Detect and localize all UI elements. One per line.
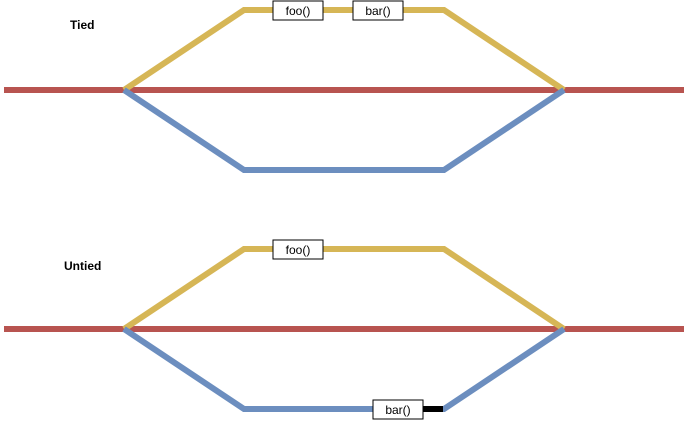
tied-foo-call-box: foo() <box>272 0 324 21</box>
untied-bar-call-box: bar() <box>372 399 424 420</box>
untied-label: Untied <box>64 259 101 273</box>
tied-label: Tied <box>70 18 94 32</box>
untied-section: Untied foo() bar() <box>4 239 684 420</box>
tied-foo-call-label: foo() <box>286 4 311 18</box>
untied-foo-call-label: foo() <box>286 243 311 257</box>
tied-upper-branch <box>122 7 566 93</box>
untied-upper-branch <box>122 246 566 332</box>
untied-foo-call-box: foo() <box>272 239 324 260</box>
tied-section: Tied foo() bar() <box>4 0 684 173</box>
untied-lower-branch <box>122 326 566 412</box>
untied-bar-call-label: bar() <box>385 403 410 417</box>
tied-lower-branch <box>122 87 566 173</box>
tied-bar-call-box: bar() <box>352 0 404 21</box>
tied-bar-call-label: bar() <box>365 4 390 18</box>
untied-block-marker <box>423 406 443 412</box>
